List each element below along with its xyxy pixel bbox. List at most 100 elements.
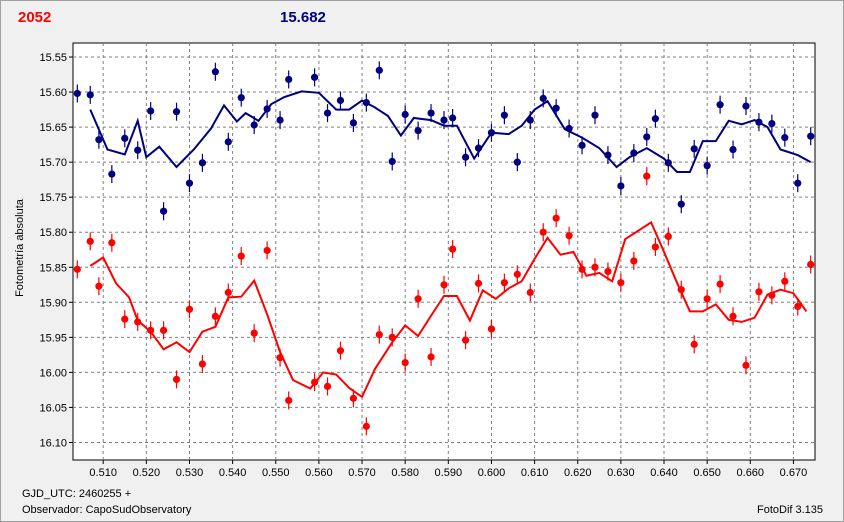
red-series-point[interactable] xyxy=(388,333,396,341)
red-series-point[interactable] xyxy=(526,288,534,297)
blue-series-point[interactable] xyxy=(108,170,116,178)
red-series-point[interactable] xyxy=(73,265,81,273)
blue-series-point[interactable] xyxy=(427,109,435,117)
blue-series-point[interactable] xyxy=(630,149,638,157)
red-series-point[interactable] xyxy=(461,336,470,344)
blue-series-point[interactable] xyxy=(651,115,659,123)
blue-series-point[interactable] xyxy=(147,107,155,115)
red-series-point[interactable] xyxy=(310,378,319,386)
red-series-point[interactable] xyxy=(440,281,448,289)
blue-series-point[interactable] xyxy=(121,134,129,142)
red-series-point[interactable] xyxy=(794,302,802,311)
red-series-point[interactable] xyxy=(781,277,789,285)
red-series-point[interactable] xyxy=(134,318,142,326)
red-series-point[interactable] xyxy=(323,382,332,391)
blue-series-point[interactable] xyxy=(643,133,651,141)
red-series-point[interactable] xyxy=(604,267,612,276)
blue-series-point[interactable] xyxy=(513,158,521,166)
red-series-point[interactable] xyxy=(500,279,508,287)
red-series-point[interactable] xyxy=(285,396,293,405)
blue-series-point[interactable] xyxy=(237,94,245,102)
blue-series-point[interactable] xyxy=(820,161,827,168)
blue-series-point[interactable] xyxy=(250,121,258,129)
blue-series-point[interactable] xyxy=(690,145,698,153)
red-series-point[interactable] xyxy=(565,232,573,240)
red-series-point[interactable] xyxy=(276,354,284,362)
red-series-point[interactable] xyxy=(172,375,181,384)
blue-series-point[interactable] xyxy=(716,101,724,109)
red-series-point[interactable] xyxy=(578,265,586,273)
blue-series-point[interactable] xyxy=(375,66,383,74)
blue-series-point[interactable] xyxy=(349,119,358,127)
blue-series-point[interactable] xyxy=(781,134,789,142)
blue-series-point[interactable] xyxy=(134,146,142,154)
red-series-point[interactable] xyxy=(690,340,698,348)
blue-series-point[interactable] xyxy=(276,116,284,124)
red-series-point[interactable] xyxy=(263,246,271,255)
blue-series-point[interactable] xyxy=(224,138,232,146)
blue-series-point[interactable] xyxy=(414,127,422,135)
red-series-point[interactable] xyxy=(108,239,116,247)
blue-series-point[interactable] xyxy=(755,118,763,126)
red-series-point[interactable] xyxy=(716,280,724,288)
red-series-point[interactable] xyxy=(677,286,685,294)
blue-series-point[interactable] xyxy=(336,96,345,105)
red-series-point[interactable] xyxy=(768,291,776,299)
red-series-point[interactable] xyxy=(664,232,672,241)
red-series-point[interactable] xyxy=(147,326,155,334)
blue-series-point[interactable] xyxy=(198,159,207,167)
red-series-point[interactable] xyxy=(250,329,258,337)
blue-series-point[interactable] xyxy=(539,94,547,102)
blue-series-point[interactable] xyxy=(388,157,396,166)
blue-series-point[interactable] xyxy=(703,162,711,170)
blue-series-point[interactable] xyxy=(285,75,293,84)
blue-series-point[interactable] xyxy=(211,68,219,76)
red-series-point[interactable] xyxy=(552,214,560,222)
red-series-point[interactable] xyxy=(401,358,409,367)
red-series-point[interactable] xyxy=(487,325,496,333)
blue-series-point[interactable] xyxy=(310,73,319,81)
red-series-point[interactable] xyxy=(349,394,358,402)
red-series-point[interactable] xyxy=(820,360,827,367)
blue-series-point[interactable] xyxy=(500,111,508,119)
red-series-point[interactable] xyxy=(414,295,422,303)
blue-series-point[interactable] xyxy=(449,114,457,122)
blue-series-point[interactable] xyxy=(807,132,815,140)
red-series-point[interactable] xyxy=(427,353,435,361)
blue-series-point[interactable] xyxy=(487,129,496,137)
blue-series-point[interactable] xyxy=(95,136,103,144)
blue-series-point[interactable] xyxy=(526,116,534,124)
red-series-point[interactable] xyxy=(591,263,599,271)
blue-series-point[interactable] xyxy=(461,153,470,161)
red-series-point[interactable] xyxy=(643,172,651,180)
red-series-point[interactable] xyxy=(630,257,638,265)
blue-series-point[interactable] xyxy=(172,108,181,116)
red-series-point[interactable] xyxy=(755,288,763,296)
blue-series-point[interactable] xyxy=(565,124,573,133)
red-series-point[interactable] xyxy=(362,422,370,430)
red-series-point[interactable] xyxy=(185,305,194,313)
blue-series-point[interactable] xyxy=(794,179,802,187)
red-series-point[interactable] xyxy=(617,279,625,287)
red-series-point[interactable] xyxy=(159,326,168,334)
blue-series-point[interactable] xyxy=(578,141,586,149)
blue-series-point[interactable] xyxy=(362,98,370,107)
blue-series-point[interactable] xyxy=(604,151,612,159)
blue-series-point[interactable] xyxy=(474,144,483,152)
red-series-point[interactable] xyxy=(224,288,232,297)
blue-series-point[interactable] xyxy=(729,145,737,154)
red-series-point[interactable] xyxy=(474,279,483,287)
red-series-point[interactable] xyxy=(211,312,219,320)
blue-series-point[interactable] xyxy=(617,182,625,190)
red-series-point[interactable] xyxy=(237,252,245,260)
blue-series-point[interactable] xyxy=(591,111,599,119)
red-series-point[interactable] xyxy=(375,330,383,339)
red-series-point[interactable] xyxy=(703,295,711,303)
blue-series-point[interactable] xyxy=(263,105,271,113)
red-series-point[interactable] xyxy=(651,243,659,251)
red-series-point[interactable] xyxy=(729,312,737,320)
red-series-point[interactable] xyxy=(513,270,521,278)
blue-series-point[interactable] xyxy=(73,89,81,98)
red-series-point[interactable] xyxy=(95,282,103,290)
